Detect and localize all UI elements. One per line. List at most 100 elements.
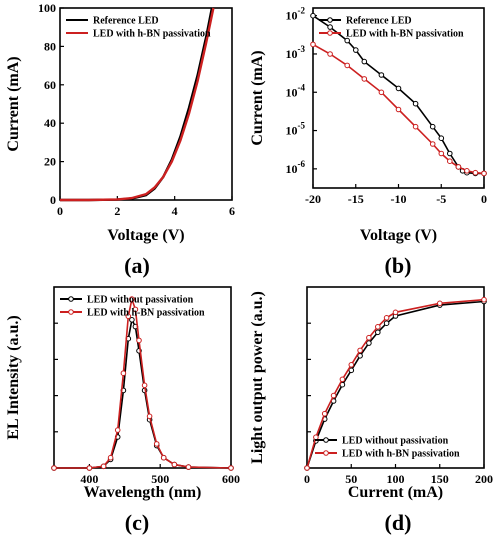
y-tick-label: 10-2: [286, 6, 306, 23]
x-tick-label: 100: [387, 472, 405, 486]
panel-label: (d): [385, 510, 412, 535]
legend-label: LED without passivation: [87, 295, 194, 306]
data-point: [455, 164, 462, 170]
legend-marker: [327, 30, 333, 36]
legend-label: LED with h-BN passivation: [87, 308, 205, 319]
data-point: [361, 76, 368, 82]
data-point: [348, 367, 355, 374]
data-point: [437, 300, 443, 307]
x-tick-label: 0: [304, 472, 310, 486]
data-point: [313, 434, 319, 441]
x-tick-label: 400: [80, 472, 98, 486]
x-tick-label: -20: [305, 192, 321, 206]
data-point: [344, 62, 351, 69]
data-point: [310, 12, 316, 19]
x-axis-title: Voltage (V): [107, 227, 184, 244]
data-point: [395, 85, 402, 92]
x-axis-title: Voltage (V): [360, 227, 437, 244]
data-point: [129, 296, 135, 302]
data-point: [153, 441, 160, 447]
data-point: [120, 370, 127, 377]
data-point: [357, 347, 363, 354]
y-tick-label: 10-4: [286, 82, 306, 99]
legend-label: LED with h-BN passivation: [342, 449, 460, 460]
data-point: [136, 337, 142, 344]
legend-marker: [323, 437, 329, 443]
data-point: [344, 37, 351, 44]
data-point: [357, 353, 363, 359]
data-point: [129, 317, 135, 323]
data-point: [429, 123, 436, 130]
data-point: [429, 141, 436, 147]
panel-b: -20 -15 -10 -5 0 10-6 10-5 10-4 10-3 10-2 Referenc…: [249, 6, 487, 278]
data-point: [438, 150, 445, 157]
data-point: [375, 329, 381, 336]
legend-label: LED with h-BN passivation: [93, 29, 211, 40]
data-point: [304, 465, 310, 471]
data-point: [100, 463, 107, 470]
data-point: [412, 123, 419, 130]
x-tick-label: 50: [345, 472, 357, 486]
data-point: [378, 72, 385, 78]
x-tick-label: 150: [431, 472, 449, 486]
data-point: [310, 41, 316, 48]
data-point: [392, 309, 399, 316]
data-point: [481, 170, 487, 177]
data-point: [107, 454, 114, 461]
x-tick-label: 2: [114, 204, 120, 218]
data-point: [146, 413, 153, 420]
legend-label: LED with h-BN passivation: [346, 29, 464, 40]
legend-marker: [68, 296, 74, 302]
legend-label: Reference LED: [93, 16, 159, 27]
series-line-hbn: [60, 7, 215, 202]
y-tick-label: 10-5: [286, 121, 306, 138]
data-point: [447, 158, 453, 164]
data-point: [125, 313, 132, 320]
legend-label: LED without passivation: [342, 436, 449, 447]
data-point: [375, 324, 381, 330]
plot-frame: [53, 286, 232, 469]
data-point: [228, 465, 234, 471]
data-point: [348, 362, 355, 368]
y-tick-label: 10-6: [286, 159, 306, 176]
legend-marker: [327, 17, 333, 23]
x-tick-label: -5: [436, 192, 446, 206]
x-tick-label: 4: [172, 204, 178, 218]
legend: LED without passivation LED with h-BN pas…: [60, 295, 205, 319]
data-point: [327, 51, 333, 57]
series-line-reference: [54, 317, 232, 469]
data-point: [327, 24, 333, 30]
x-tick-label: -15: [348, 192, 364, 206]
y-tick-label: 60: [44, 78, 56, 92]
x-axis-title: Wavelength (nm): [84, 484, 202, 501]
legend: Reference LED LED with h-BN passivation: [66, 16, 211, 40]
y-axis-title: EL Intensity (a.u.): [5, 315, 22, 439]
data-point: [330, 392, 337, 399]
x-tick-label: 500: [151, 472, 169, 486]
y-tick-label: 40: [44, 116, 56, 130]
legend-label: Reference LED: [346, 16, 412, 27]
data-point: [114, 427, 121, 433]
x-tick-label: 0: [481, 192, 487, 206]
data-point: [51, 465, 57, 471]
data-point: [353, 47, 359, 53]
y-tick-label: 20: [44, 155, 56, 169]
data-point: [378, 89, 385, 96]
panel-label: (b): [385, 253, 412, 278]
legend: LED without passivation LED with h-BN pas…: [315, 436, 460, 460]
data-point: [383, 315, 390, 321]
data-point: [141, 382, 148, 389]
x-tick-label: 600: [222, 472, 240, 486]
data-point: [412, 100, 419, 107]
y-tick-label: 0: [50, 193, 56, 207]
x-tick-label: -10: [391, 192, 407, 206]
x-axis-title: Current (mA): [348, 484, 443, 501]
data-point: [321, 410, 328, 417]
data-point: [185, 464, 192, 470]
y-axis-title: Current (mA): [249, 50, 266, 145]
data-point: [447, 150, 453, 157]
data-point: [472, 169, 479, 176]
data-point: [438, 135, 445, 141]
